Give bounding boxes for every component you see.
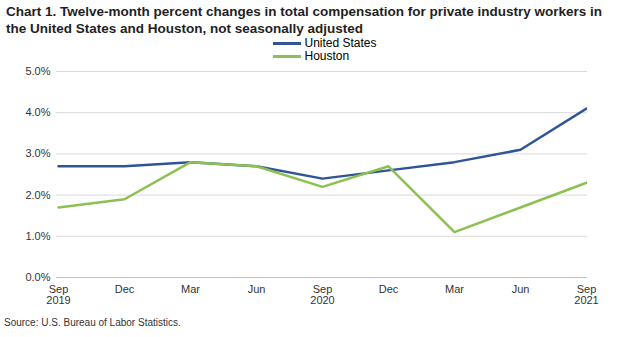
svg-text:Mar: Mar xyxy=(181,283,200,295)
svg-text:5.0%: 5.0% xyxy=(25,65,50,77)
svg-text:3.0%: 3.0% xyxy=(25,147,50,159)
html-text:United States: United States xyxy=(304,36,377,50)
html-text:Houston: Houston xyxy=(304,49,350,63)
svg-text:4.0%: 4.0% xyxy=(25,106,50,118)
svg-text:Sep2019: Sep2019 xyxy=(46,283,70,306)
svg-text:Jun: Jun xyxy=(248,283,266,295)
html-text:Source: U.S. Bureau of Labor S: Source: U.S. Bureau of Labor Statistics. xyxy=(4,317,181,328)
svg-text:0.0%: 0.0% xyxy=(25,271,50,283)
svg-text:Sep2021: Sep2021 xyxy=(574,283,598,306)
svg-text:Sep2020: Sep2020 xyxy=(310,283,334,306)
svg-text:Jun: Jun xyxy=(512,283,530,295)
html-text:Chart 1. Twelve-month percent: Chart 1. Twelve-month percent changes in… xyxy=(6,4,603,36)
svg-text:Mar: Mar xyxy=(445,283,464,295)
svg-text:Dec: Dec xyxy=(115,283,135,295)
svg-text:Dec: Dec xyxy=(379,283,399,295)
svg-text:2.0%: 2.0% xyxy=(25,189,50,201)
svg-text:1.0%: 1.0% xyxy=(25,230,50,242)
